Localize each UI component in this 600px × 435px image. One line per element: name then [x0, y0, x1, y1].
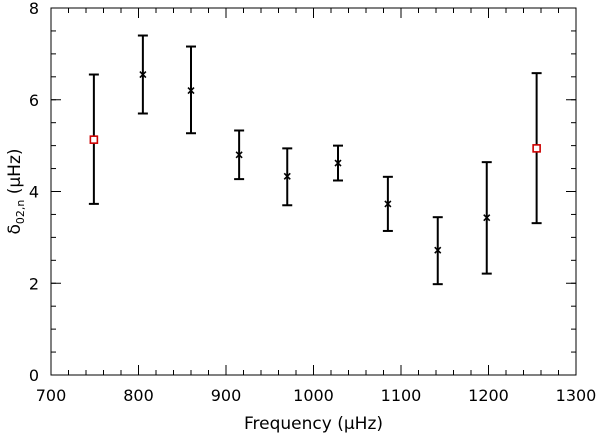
- x-tick-labels: 700 800 900 1000 1100 1200 1300: [36, 386, 597, 405]
- cross-marker: [334, 159, 342, 167]
- y-axis-label-subscript: 02,n: [14, 200, 27, 224]
- y-axis-label: δ02,n (μHz): [5, 148, 27, 234]
- cross-marker-stroke: [139, 70, 147, 79]
- plot-frame: [50, 7, 577, 376]
- y-tick-label: 0: [29, 366, 39, 385]
- cross-marker-stroke: [334, 159, 342, 167]
- cross-marker-stroke: [187, 87, 195, 95]
- cross-marker: [187, 87, 195, 95]
- y-tick-label: 4: [29, 183, 39, 202]
- x-tick-label: 1300: [556, 386, 597, 405]
- x-tick-label: 1200: [468, 386, 509, 405]
- x-tick-label: 1000: [293, 386, 334, 405]
- y-axis-label-main: δ: [5, 224, 25, 234]
- minor-ticks: [50, 7, 577, 376]
- x-axis-label: Frequency (μHz): [244, 414, 383, 434]
- square-marker: [532, 144, 541, 153]
- cross-marker-stroke: [283, 172, 291, 180]
- y-tick-label: 8: [29, 0, 39, 18]
- x-tick-label: 800: [123, 386, 154, 405]
- x-tick-label: 1100: [381, 386, 422, 405]
- cross-marker-stroke: [434, 246, 442, 254]
- cross-marker-stroke: [235, 151, 243, 159]
- error-bars: [88, 34, 542, 286]
- cross-marker: [235, 151, 243, 159]
- x-tick-label: 700: [36, 386, 67, 405]
- cross-marker: [384, 200, 392, 208]
- cross-marker-stroke: [483, 214, 491, 222]
- cross-marker: [283, 172, 291, 180]
- y-tick-label: 2: [29, 274, 39, 293]
- cross-marker: [483, 214, 491, 222]
- y-tick-labels: 0 2 4 6 8: [29, 0, 39, 385]
- data-markers: [89, 70, 541, 254]
- y-tick-label: 6: [29, 91, 39, 110]
- cross-marker: [434, 246, 442, 254]
- y-axis-label-unit: (μHz): [5, 148, 25, 199]
- square-marker: [89, 135, 99, 144]
- major-ticks: [50, 7, 577, 376]
- cross-marker: [139, 70, 147, 79]
- x-tick-label: 900: [211, 386, 242, 405]
- cross-marker-stroke: [384, 200, 392, 208]
